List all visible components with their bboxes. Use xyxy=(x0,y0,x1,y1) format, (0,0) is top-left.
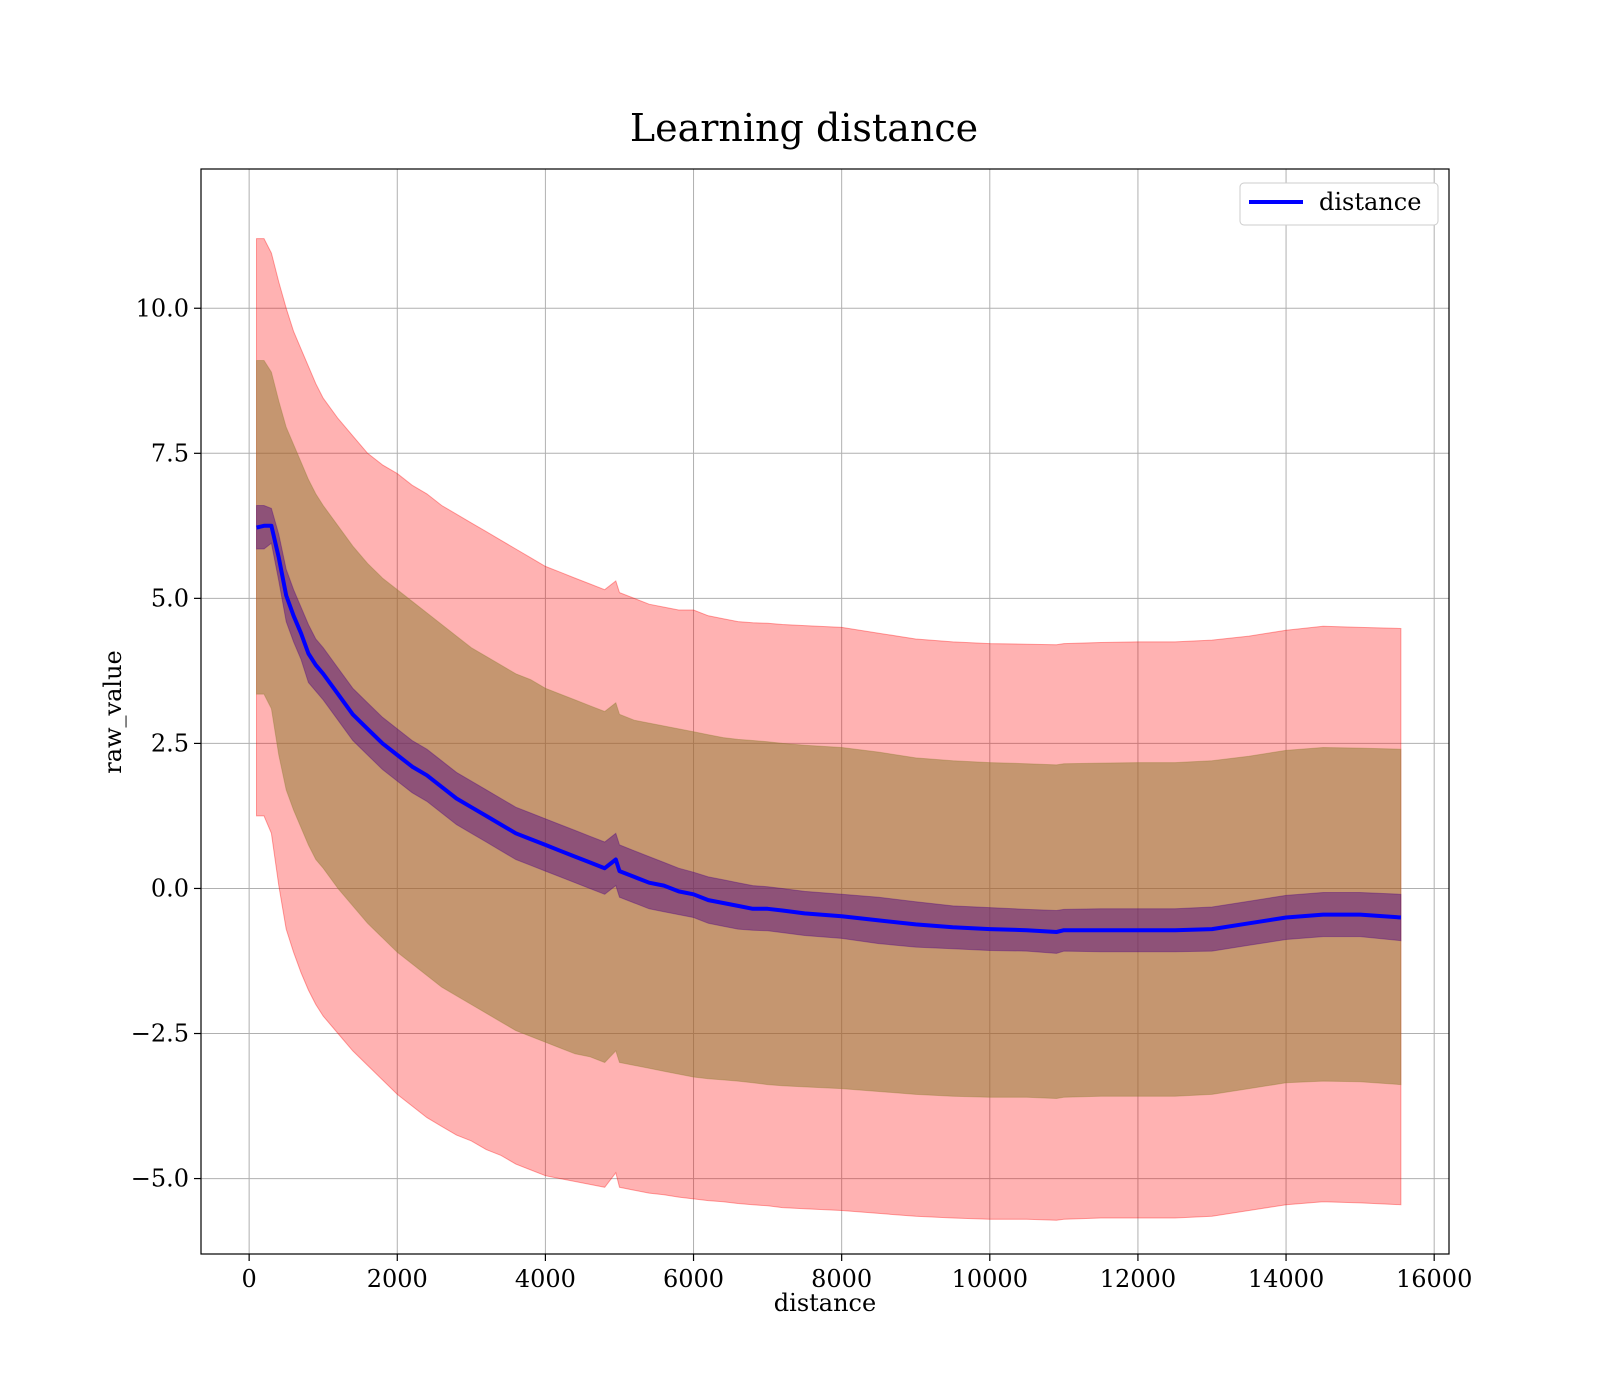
x-tick-label: 14000 xyxy=(1248,1265,1324,1293)
x-tick-label: 12000 xyxy=(1100,1265,1176,1293)
y-tick-label: 0.0 xyxy=(151,874,189,902)
chart-title: Learning distance xyxy=(630,106,978,150)
y-axis-label: raw_value xyxy=(99,650,127,774)
x-axis-label: distance xyxy=(774,1289,876,1317)
x-tick-label: 8000 xyxy=(811,1265,872,1293)
plot-frame xyxy=(200,168,1450,1255)
y-tick-label: 10.0 xyxy=(136,294,189,322)
y-tick-label: 2.5 xyxy=(151,729,189,757)
band-inner xyxy=(256,505,1402,954)
x-tick-label: 10000 xyxy=(952,1265,1028,1293)
x-tick-label: 4000 xyxy=(515,1265,576,1293)
series-line-distance xyxy=(256,523,1402,934)
y-tick-label: −2.5 xyxy=(131,1020,189,1048)
legend: distance xyxy=(1239,182,1439,226)
series-lines xyxy=(256,523,1402,934)
legend-label: distance xyxy=(1319,188,1421,216)
y-tick-label: −5.0 xyxy=(131,1165,189,1193)
y-tick-label: 5.0 xyxy=(151,584,189,612)
x-tick-label: 2000 xyxy=(367,1265,428,1293)
ticks: 0 2000 4000 6000 8000 10000 12000 14000 16000 −5.… xyxy=(131,294,1473,1293)
y-tick-label: 7.5 xyxy=(151,439,189,467)
bands xyxy=(256,238,1402,1221)
x-tick-label: 6000 xyxy=(663,1265,724,1293)
legend-box xyxy=(1239,182,1439,226)
band-middle xyxy=(256,360,1402,1100)
x-tick-label: 16000 xyxy=(1396,1265,1472,1293)
x-tick-label: 0 xyxy=(242,1265,257,1293)
